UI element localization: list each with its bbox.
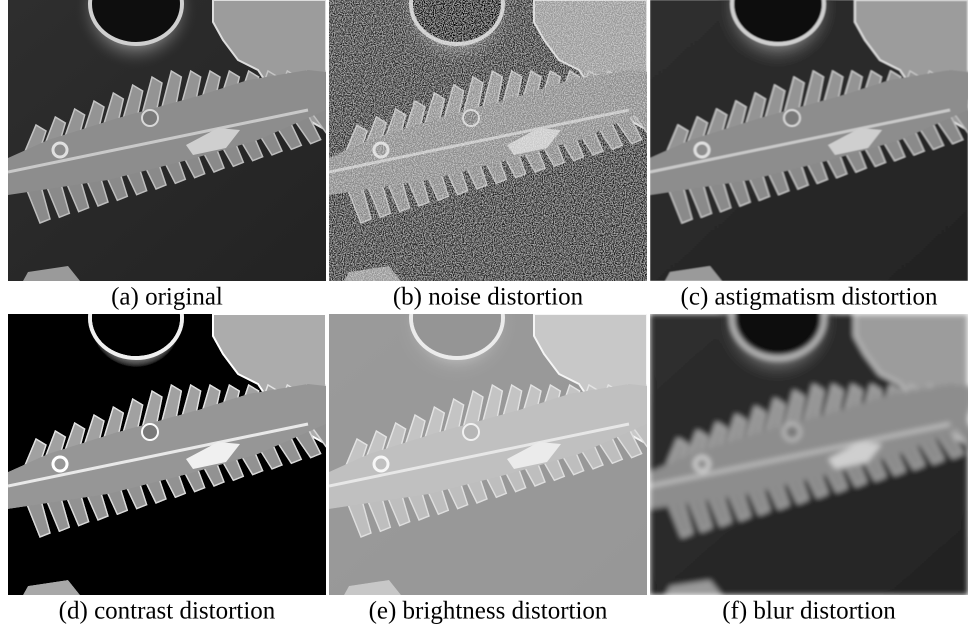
panel-grid: (a) original (b) noise distortion (c) asti… xyxy=(8,0,968,625)
panel: (b) noise distortion xyxy=(329,0,661,311)
panel: (a) original xyxy=(8,0,340,311)
caption: (c) astigmatism distortion xyxy=(681,284,938,311)
sem-image xyxy=(650,0,968,281)
panel: (e) brightness distortion xyxy=(329,260,661,625)
panel: (f) blur distortion xyxy=(650,260,968,625)
sem-image xyxy=(8,0,340,281)
caption: (a) original xyxy=(111,284,223,311)
panel: (d) contrast distortion xyxy=(8,260,340,625)
sem-image xyxy=(329,0,661,281)
caption: (f) blur distortion xyxy=(722,598,896,625)
panel: (c) astigmatism distortion xyxy=(650,0,968,311)
caption: (b) noise distortion xyxy=(393,284,584,311)
image-content xyxy=(650,0,968,281)
caption: (d) contrast distortion xyxy=(59,598,276,625)
image-content xyxy=(329,0,661,281)
image-content xyxy=(8,0,340,281)
figure: (a) original (b) noise distortion (c) asti… xyxy=(0,0,968,630)
caption: (e) brightness distortion xyxy=(369,598,608,625)
